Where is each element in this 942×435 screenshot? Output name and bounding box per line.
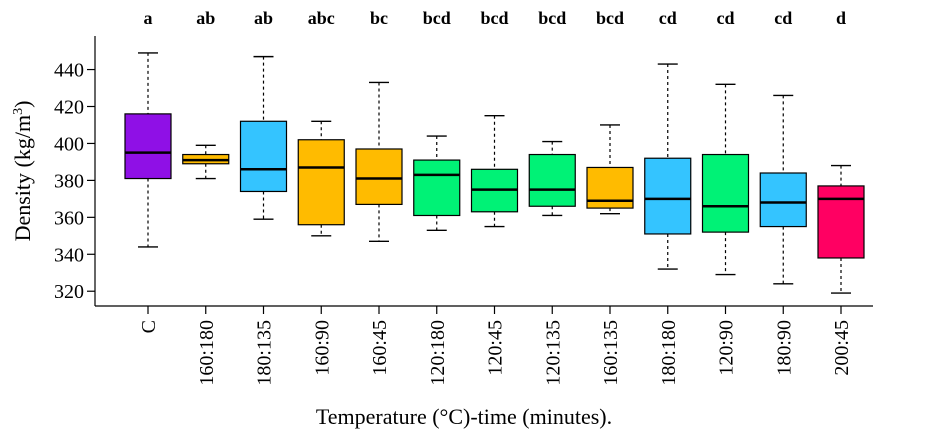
y-tick-label-420: 420 xyxy=(54,97,84,119)
group-letter-160-180: ab xyxy=(196,8,215,28)
y-tick-label-360: 360 xyxy=(54,207,84,229)
group-letters: a ab ab abc bc bcd bcd bcd bcd cd cd cd d xyxy=(144,8,847,28)
box-120-180 xyxy=(413,135,461,231)
group-letter-120-135: bcd xyxy=(538,8,566,28)
y-axis-title: Density (kg/m3) xyxy=(10,101,35,242)
group-letter-160-45: bc xyxy=(370,8,388,28)
axes xyxy=(94,36,873,307)
box-C xyxy=(124,52,172,248)
iqr-box xyxy=(297,139,345,226)
box-160-90 xyxy=(297,120,345,237)
y-tick-label-340: 340 xyxy=(54,244,84,266)
group-letter-180-180: cd xyxy=(659,8,677,28)
x-tick-label-160-90: 160:90 xyxy=(311,320,333,376)
iqr-box xyxy=(124,113,172,180)
box-160-180 xyxy=(182,144,230,180)
group-letter-120-45: bcd xyxy=(480,8,508,28)
x-tick-label-120-180: 120:180 xyxy=(427,320,449,386)
group-letter-160-135: bcd xyxy=(596,8,624,28)
iqr-box xyxy=(701,153,750,233)
iqr-box xyxy=(586,166,634,209)
group-letter-120-180: bcd xyxy=(423,8,451,28)
iqr-box xyxy=(759,172,807,228)
x-axis-title: Temperature (°C)-time (minutes). xyxy=(316,404,612,429)
box-160-45 xyxy=(355,81,403,243)
y-tick-label-440: 440 xyxy=(54,60,84,82)
x-tick-label-C: C xyxy=(138,320,160,333)
group-letter-200-45: d xyxy=(836,8,846,28)
iqr-box xyxy=(817,185,865,259)
group-letter-C: a xyxy=(144,8,153,28)
y-axis-title-sup: 3 xyxy=(11,108,26,115)
group-letter-120-90: cd xyxy=(717,8,735,28)
x-tick-label-180-180: 180:180 xyxy=(658,320,680,386)
x-axis-ticks: C 160:180 180:135 160:90 160:45 120:180 120:45… xyxy=(138,306,853,386)
iqr-box xyxy=(239,120,288,193)
box-200-45 xyxy=(817,164,865,294)
x-tick-label-180-90: 180:90 xyxy=(773,320,795,376)
box-180-90 xyxy=(759,94,807,285)
iqr-box xyxy=(413,159,461,217)
x-tick-label-160-45: 160:45 xyxy=(369,320,391,376)
x-tick-label-200-45: 200:45 xyxy=(831,320,853,376)
x-tick-label-120-45: 120:45 xyxy=(485,320,507,376)
y-tick-label-400: 400 xyxy=(54,133,84,155)
y-tick-label-320: 320 xyxy=(54,281,84,303)
y-axis-title-main: Density (kg/m xyxy=(10,115,35,242)
y-axis-ticks: 320 340 360 380 400 420 440 xyxy=(54,60,95,303)
iqr-box xyxy=(644,157,692,235)
group-letter-180-135: ab xyxy=(254,8,273,28)
x-tick-label-120-135: 120:135 xyxy=(542,320,564,386)
iqr-box xyxy=(355,148,403,206)
y-axis-title-end: ) xyxy=(10,101,35,108)
box-120-135 xyxy=(528,140,576,217)
box-160-135 xyxy=(586,124,634,215)
box-180-135 xyxy=(239,55,288,220)
x-tick-label-160-135: 160:135 xyxy=(600,320,622,386)
x-tick-label-180-135: 180:135 xyxy=(254,320,276,386)
box-120-90 xyxy=(701,83,750,276)
box-180-180 xyxy=(644,63,692,270)
plot-marks xyxy=(124,52,865,294)
box-120-45 xyxy=(470,115,519,228)
group-letter-180-90: cd xyxy=(774,8,792,28)
x-tick-label-120-90: 120:90 xyxy=(716,320,738,376)
iqr-box xyxy=(528,153,576,207)
group-letter-160-90: abc xyxy=(308,8,335,28)
y-tick-label-380: 380 xyxy=(54,170,84,192)
x-tick-label-160-180: 160:180 xyxy=(196,320,218,386)
